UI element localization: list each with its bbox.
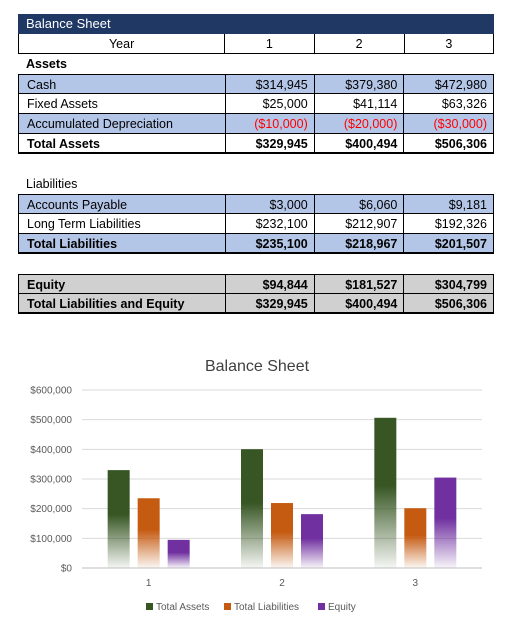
bar-total-liabilities-3	[404, 508, 427, 568]
assets-section-label: Assets	[26, 57, 67, 71]
total-liabilities-label: Total Liabilities	[19, 234, 227, 252]
fixed-assets-year-2: $41,114	[315, 94, 405, 113]
chart-title: Balance Sheet	[205, 358, 310, 375]
liabilities-section-label: Liabilities	[26, 177, 78, 191]
equity-row: Equity $94,844 $181,527 $304,799	[18, 274, 494, 294]
year-header-label: Year	[19, 34, 226, 53]
y-tick-label: $500,000	[30, 415, 72, 426]
legend-swatch	[318, 603, 325, 610]
bar-total-assets-1	[107, 470, 130, 568]
fixed-assets-row: Fixed Assets $25,000 $41,114 $63,326	[18, 94, 494, 114]
total-liabilities-equity-year-2: $400,494	[315, 294, 405, 312]
depreciation-year-2: ($20,000)	[315, 114, 405, 133]
depreciation-year-3: ($30,000)	[433, 117, 487, 131]
depreciation-row: Accumulated Depreciation ($10,000) ($20,…	[18, 114, 494, 134]
total-assets-year-1: $329,945	[226, 134, 315, 152]
x-tick-label: 2	[279, 578, 285, 589]
chart-canvas: Balance Sheet $0 $100,000 $200,000 $300,000…	[30, 358, 482, 613]
fixed-assets-year-3: $63,326	[441, 97, 487, 111]
long-term-liabilities-year-2: $212,907	[315, 214, 405, 233]
long-term-liabilities-year-1: $232,100	[226, 214, 315, 233]
cash-year-2: $379,380	[315, 75, 405, 93]
y-tick-label: $300,000	[30, 475, 72, 486]
balance-sheet-chart: Balance Sheet $0 $100,000 $200,000 $300,000…	[0, 345, 509, 637]
depreciation-year-1: ($10,000)	[226, 114, 315, 133]
long-term-liabilities-label: Long Term Liabilities	[19, 214, 227, 233]
total-assets-year-3: $506,306	[434, 137, 487, 151]
legend-label: Equity	[328, 602, 356, 613]
x-tick-label: 3	[413, 578, 419, 589]
equity-year-2: $181,527	[315, 275, 405, 293]
accounts-payable-year-2: $6,060	[315, 195, 405, 213]
total-liabilities-row: Total Liabilities $235,100 $218,967 $201…	[18, 234, 494, 254]
accounts-payable-year-3: $9,181	[448, 198, 487, 212]
total-liabilities-equity-row: Total Liabilities and Equity $329,945 $4…	[18, 294, 494, 314]
equity-label: Equity	[19, 275, 227, 293]
cash-year-1: $314,945	[226, 75, 315, 93]
legend-label: Total Assets	[156, 602, 209, 613]
bar-equity-3	[434, 477, 457, 568]
long-term-liabilities-row: Long Term Liabilities $232,100 $212,907 …	[18, 214, 494, 234]
total-liabilities-year-2: $218,967	[315, 234, 405, 252]
accounts-payable-row: Accounts Payable $3,000 $6,060 $9,181	[18, 194, 494, 214]
accounts-payable-label: Accounts Payable	[19, 195, 227, 213]
depreciation-label: Accumulated Depreciation	[19, 114, 227, 133]
legend-swatch	[146, 603, 153, 610]
legend-label: Total Liabilities	[234, 602, 299, 613]
total-liabilities-equity-year-1: $329,945	[226, 294, 315, 312]
bar-total-liabilities-2	[271, 503, 293, 568]
total-liabilities-year-1: $235,100	[226, 234, 315, 252]
total-liabilities-equity-year-3: $506,306	[434, 297, 487, 311]
fixed-assets-year-1: $25,000	[226, 94, 315, 113]
y-tick-label: $200,000	[30, 504, 72, 515]
total-assets-label: Total Assets	[19, 134, 227, 152]
year-3-header: 3	[445, 37, 453, 51]
y-tick-label: $600,000	[30, 386, 72, 397]
balance-sheet-table: Balance Sheet Year 1 2 3 Assets Cash $31…	[18, 14, 494, 314]
year-1-header: 1	[225, 34, 315, 53]
sheet-title: Balance Sheet	[18, 14, 494, 34]
cash-row: Cash $314,945 $379,380 $472,980	[18, 74, 494, 94]
cash-label: Cash	[19, 75, 227, 93]
y-tick-label: $100,000	[30, 534, 72, 545]
accounts-payable-year-1: $3,000	[226, 195, 315, 213]
bar-total-liabilities-1	[137, 498, 160, 568]
equity-year-1: $94,844	[226, 275, 315, 293]
total-liabilities-equity-label: Total Liabilities and Equity	[19, 294, 227, 312]
long-term-liabilities-year-3: $192,326	[434, 217, 487, 231]
year-2-header: 2	[315, 34, 405, 53]
x-tick-label: 1	[146, 578, 152, 589]
y-tick-label: $400,000	[30, 445, 72, 456]
fixed-assets-label: Fixed Assets	[19, 94, 227, 113]
bar-equity-2	[301, 514, 323, 568]
y-tick-label: $0	[61, 564, 73, 575]
year-header-row: Year 1 2 3	[18, 34, 494, 54]
bar-equity-1	[167, 539, 190, 568]
bar-total-assets-3	[374, 417, 397, 568]
bar-total-assets-2	[241, 449, 263, 568]
legend-swatch	[224, 603, 231, 610]
cash-year-3: $472,980	[434, 78, 487, 92]
total-liabilities-year-3: $201,507	[434, 237, 487, 251]
equity-year-3: $304,799	[434, 278, 487, 292]
total-assets-row: Total Assets $329,945 $400,494 $506,306	[18, 134, 494, 154]
total-assets-year-2: $400,494	[315, 134, 405, 152]
